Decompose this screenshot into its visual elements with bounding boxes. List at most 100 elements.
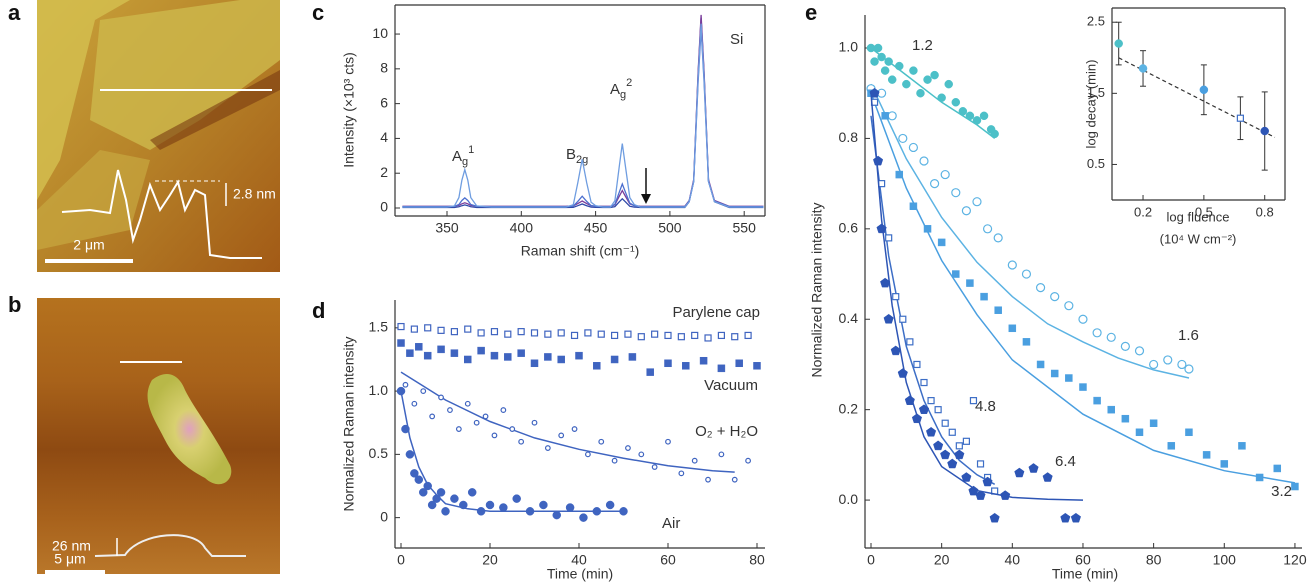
marker: [1291, 482, 1299, 491]
panel-letter: d: [312, 298, 325, 323]
marker: [1185, 428, 1193, 437]
marker: [432, 494, 441, 503]
marker: [437, 326, 445, 334]
marker: [485, 500, 495, 510]
marker: [539, 500, 548, 510]
x-tick-label: 100: [1213, 552, 1237, 568]
x-tick-label: 20: [482, 552, 498, 568]
marker: [923, 75, 932, 84]
marker: [1070, 512, 1081, 523]
x-tick-label: 60: [1075, 552, 1091, 568]
y-tick-label: 0.5: [369, 445, 389, 461]
marker: [552, 510, 561, 520]
marker: [628, 353, 637, 361]
x-tick-label: 450: [584, 220, 608, 236]
y-tick-label: 6: [380, 94, 388, 110]
marker: [919, 156, 929, 166]
marker: [397, 322, 405, 331]
marker: [920, 378, 928, 387]
marker: [929, 179, 940, 189]
x-tick-label: 120: [1283, 552, 1307, 568]
marker: [517, 349, 525, 357]
marker: [923, 225, 932, 233]
marker: [1114, 39, 1123, 48]
y-tick-label: 1.0: [839, 39, 859, 55]
scale-bar: [45, 259, 133, 263]
marker: [624, 330, 632, 338]
marker: [899, 315, 907, 323]
fit-line: [400, 390, 624, 513]
marker: [473, 419, 480, 426]
marker: [450, 349, 459, 357]
marker: [982, 224, 993, 234]
y-tick-label: 1.5: [369, 319, 389, 335]
marker: [637, 333, 645, 341]
marker: [678, 470, 685, 477]
marker: [904, 395, 915, 405]
marker: [397, 339, 405, 347]
marker: [965, 111, 975, 121]
marker: [677, 333, 685, 341]
panel-letter: e: [805, 0, 817, 25]
y-tick-label: 0.6: [839, 220, 859, 236]
flake: [90, 0, 280, 150]
peak-label-base: B: [566, 146, 576, 163]
marker: [870, 57, 879, 66]
marker: [1007, 260, 1017, 270]
x-axis-label: Time (min): [547, 566, 613, 582]
x-axis-label: Time (min): [1052, 566, 1118, 582]
marker: [490, 328, 499, 336]
marker: [1138, 64, 1148, 73]
marker: [952, 270, 960, 278]
marker: [592, 507, 602, 516]
spectrum: [402, 14, 764, 207]
marker: [651, 330, 659, 338]
marker: [665, 438, 671, 445]
x-tick-label: 60: [660, 552, 676, 568]
x-tick-label: 0: [867, 552, 875, 568]
marker: [455, 426, 462, 432]
marker: [557, 329, 565, 337]
height-profile: [94, 534, 246, 557]
marker: [897, 368, 908, 378]
marker: [968, 485, 979, 496]
x-tick-label: 0.2: [1134, 204, 1152, 219]
x-tick-label: 0.8: [1256, 204, 1274, 219]
marker: [544, 330, 552, 338]
series-label: O₂ + H₂O: [695, 423, 758, 440]
marker: [584, 451, 591, 458]
peak-label-sub: g: [462, 156, 468, 168]
marker: [887, 111, 897, 121]
marker: [1273, 464, 1282, 473]
fit-line: [870, 83, 1190, 379]
fit-line: [870, 47, 996, 139]
marker: [1199, 85, 1209, 95]
marker: [464, 400, 471, 407]
marker: [517, 328, 525, 336]
y-tick-label: 2: [380, 164, 388, 180]
marker: [558, 432, 565, 439]
marker: [933, 440, 944, 451]
marker: [518, 438, 525, 445]
marker: [1079, 383, 1087, 391]
series-label: 4.8: [975, 398, 996, 415]
marker: [951, 98, 961, 107]
marker: [1060, 512, 1071, 523]
marker: [584, 329, 592, 337]
marker: [411, 400, 418, 407]
marker: [1050, 292, 1060, 302]
marker: [579, 513, 588, 522]
marker: [1236, 114, 1244, 122]
marker: [436, 488, 446, 497]
x-tick-label: 0.5: [1195, 204, 1213, 219]
marker: [940, 449, 951, 460]
x-tick-label: 500: [658, 220, 682, 236]
marker: [934, 406, 942, 414]
marker: [512, 494, 521, 503]
marker: [557, 355, 565, 364]
marker: [731, 333, 739, 341]
marker: [500, 407, 507, 413]
marker: [704, 334, 712, 342]
marker: [441, 507, 450, 516]
marker: [972, 116, 982, 125]
